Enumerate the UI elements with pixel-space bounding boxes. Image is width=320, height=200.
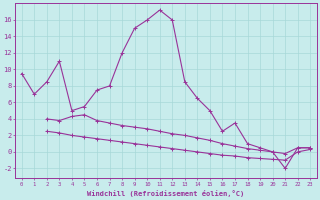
- X-axis label: Windchill (Refroidissement éolien,°C): Windchill (Refroidissement éolien,°C): [87, 190, 244, 197]
